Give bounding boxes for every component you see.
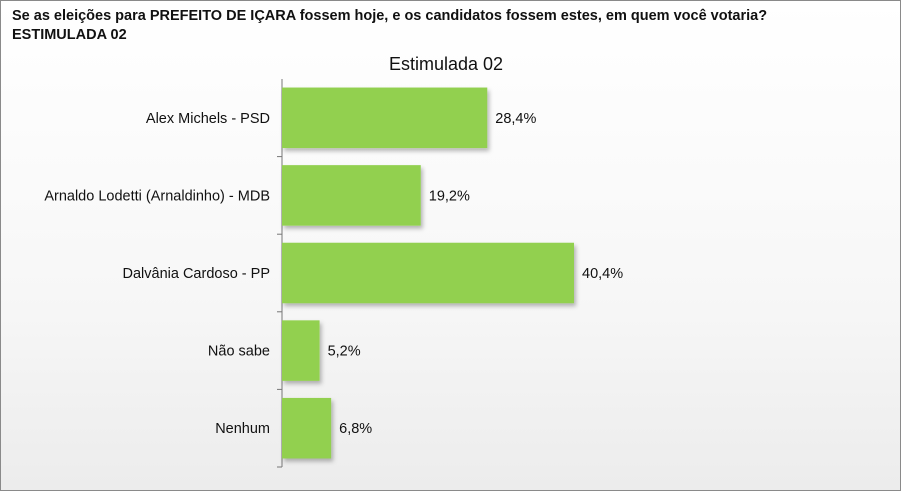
chart-title: Estimulada 02 <box>388 54 504 74</box>
value-label: 40,4% <box>582 266 623 282</box>
value-label: 28,4% <box>495 111 536 127</box>
question-subtitle: ESTIMULADA 02 <box>12 27 127 43</box>
bar <box>282 165 421 226</box>
category-label: Não sabe <box>208 344 270 360</box>
category-label: Nenhum <box>215 421 270 437</box>
bar <box>282 242 574 304</box>
bar <box>282 87 488 149</box>
category-label: Dalvânia Cardoso - PP <box>123 266 271 282</box>
category-label: Arnaldo Lodetti (Arnaldinho) - MDB <box>44 188 270 204</box>
value-label: 5,2% <box>328 344 361 360</box>
value-label: 6,8% <box>339 421 372 437</box>
bar <box>282 320 320 381</box>
value-label: 19,2% <box>429 188 470 204</box>
category-label: Alex Michels - PSD <box>146 111 270 127</box>
bar <box>282 397 332 459</box>
survey-question: Se as eleições para PREFEITO DE IÇARA fo… <box>12 7 892 45</box>
question-text: Se as eleições para PREFEITO DE IÇARA fo… <box>12 8 768 24</box>
